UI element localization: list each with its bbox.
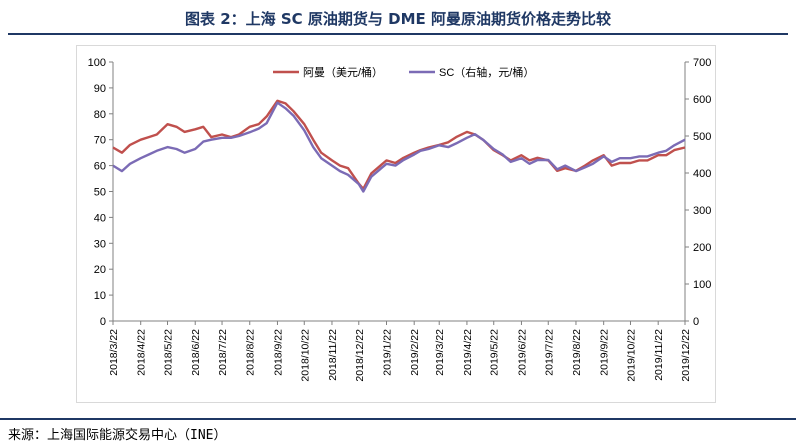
figure-title: 图表 2：上海 SC 原油期货与 DME 阿曼原油期货价格走势比较 — [185, 10, 611, 28]
y-right-tick-label: 100 — [693, 279, 711, 291]
y-right-tick-label: 0 — [693, 316, 699, 328]
y-left-tick-label: 60 — [94, 161, 106, 173]
x-tick-label: 2019/9/22 — [599, 329, 611, 376]
y-right-tick-label: 500 — [693, 131, 711, 143]
x-tick-label: 2019/4/22 — [462, 329, 474, 376]
x-tick-label: 2018/6/22 — [190, 329, 202, 376]
x-tick-label: 2018/3/22 — [108, 329, 120, 376]
x-tick-label: 2018/8/22 — [245, 329, 257, 376]
y-left-tick-label: 70 — [94, 135, 106, 147]
x-tick-label: 2018/9/22 — [272, 329, 284, 376]
x-tick-label: 2019/6/22 — [516, 329, 528, 376]
legend-sc-label: SC（右轴，元/桶） — [439, 65, 534, 79]
x-tick-label: 2018/11/22 — [327, 329, 339, 381]
source-divider — [0, 418, 796, 420]
y-left-tick-label: 10 — [94, 290, 106, 302]
source-note: 来源：上海国际能源交易中心（INE） — [8, 428, 227, 443]
x-tick-label: 2019/1/22 — [381, 329, 393, 376]
x-tick-label: 2018/10/22 — [299, 329, 311, 382]
y-left-tick-label: 90 — [94, 83, 106, 95]
y-right-tick-label: 700 — [693, 57, 711, 69]
x-tick-label: 2019/12/22 — [680, 329, 692, 382]
x-tick-label: 2018/12/22 — [354, 329, 366, 382]
x-tick-label: 2019/5/22 — [489, 329, 501, 376]
y-left-tick-label: 40 — [94, 212, 106, 224]
price-comparison-chart: 0 10 20 30 40 50 60 70 80 90 100 0 100 200 300 400 500 60… — [88, 57, 712, 382]
y-left-tick-label: 20 — [94, 264, 106, 276]
oman-price-line — [112, 99, 686, 191]
y-right-tick-label: 400 — [693, 168, 711, 180]
y-left-tick-label: 0 — [100, 316, 106, 328]
x-tick-label: 2019/2/22 — [409, 329, 421, 376]
x-tick-label: 2019/11/22 — [653, 329, 665, 381]
y-left-tick-label: 100 — [88, 57, 106, 69]
y-left-tick-label: 80 — [94, 109, 106, 121]
legend-oman-label: 阿曼（美元/桶） — [303, 65, 383, 79]
y-right-tick-label: 200 — [693, 242, 711, 254]
x-tick-label: 2019/10/22 — [625, 329, 637, 382]
chart-frame: 0 10 20 30 40 50 60 70 80 90 100 0 100 200 300 400 500 60… — [76, 45, 716, 403]
y-left-tick-label: 50 — [94, 187, 106, 199]
x-tick-label: 2018/7/22 — [217, 329, 229, 376]
x-tick-label: 2018/5/22 — [163, 329, 175, 376]
y-left-tick-label: 30 — [94, 238, 106, 250]
y-right-tick-label: 300 — [693, 205, 711, 217]
y-right-tick-label: 600 — [693, 94, 711, 106]
sc-price-line — [112, 101, 686, 193]
title-divider — [8, 33, 788, 35]
x-tick-label: 2019/8/22 — [571, 329, 583, 376]
x-tick-label: 2018/4/22 — [136, 329, 148, 376]
x-tick-label: 2019/3/22 — [434, 329, 446, 376]
x-tick-label: 2019/7/22 — [543, 329, 555, 376]
